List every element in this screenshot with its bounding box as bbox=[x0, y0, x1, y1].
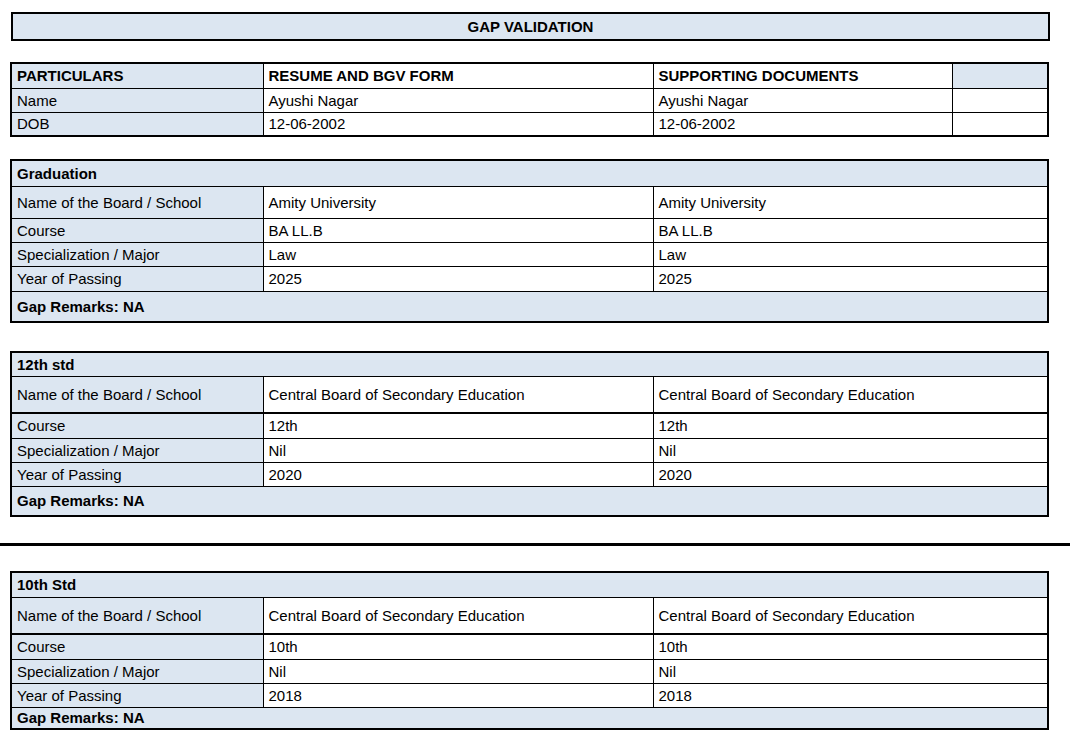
cell-specialization-supporting: Law bbox=[653, 242, 1048, 266]
cell-course-supporting: 12th bbox=[653, 413, 1048, 438]
cell-year-supporting: 2020 bbox=[653, 462, 1048, 486]
cell-empty bbox=[952, 88, 1048, 112]
cell-specialization-resume: Nil bbox=[263, 438, 653, 462]
cell-name-supporting: Ayushi Nagar bbox=[653, 88, 952, 112]
cell-label-year: Year of Passing bbox=[11, 266, 263, 291]
cell-label-dob: DOB bbox=[11, 112, 263, 136]
page-title: GAP VALIDATION bbox=[11, 12, 1050, 41]
gap-remarks-row: Gap Remarks: NA bbox=[11, 707, 1048, 729]
cell-dob-resume: 12-06-2002 bbox=[263, 112, 653, 136]
cell-label-year: Year of Passing bbox=[11, 683, 263, 707]
cell-year-resume: 2020 bbox=[263, 462, 653, 486]
table-row: Course 10th 10th bbox=[11, 634, 1048, 659]
table-row: Name of the Board / School Amity Univers… bbox=[11, 186, 1048, 218]
cell-board-resume: Central Board of Secondary Education bbox=[263, 597, 653, 634]
cell-year-supporting: 2025 bbox=[653, 266, 1048, 291]
cell-label-year: Year of Passing bbox=[11, 462, 263, 486]
cell-label-course: Course bbox=[11, 413, 263, 438]
cell-board-resume: Central Board of Secondary Education bbox=[263, 376, 653, 413]
gap-remarks-row: Gap Remarks: NA bbox=[11, 291, 1048, 322]
cell-specialization-resume: Nil bbox=[263, 659, 653, 683]
cell-dob-supporting: 12-06-2002 bbox=[653, 112, 952, 136]
table-row: Course BA LL.B BA LL.B bbox=[11, 218, 1048, 242]
cell-empty bbox=[952, 112, 1048, 136]
tenth-std-table: 10th Std Name of the Board / School Cent… bbox=[10, 571, 1049, 730]
section-title-graduation: Graduation bbox=[11, 160, 1048, 186]
table-row: Year of Passing 2018 2018 bbox=[11, 683, 1048, 707]
cell-board-supporting: Amity University bbox=[653, 186, 1048, 218]
cell-board-supporting: Central Board of Secondary Education bbox=[653, 597, 1048, 634]
cell-label-board-school: Name of the Board / School bbox=[11, 597, 263, 634]
cell-board-supporting: Central Board of Secondary Education bbox=[653, 376, 1048, 413]
cell-course-resume: 12th bbox=[263, 413, 653, 438]
cell-label-specialization: Specialization / Major bbox=[11, 659, 263, 683]
section-title-10th: 10th Std bbox=[11, 572, 1048, 597]
column-header-particulars: PARTICULARS bbox=[11, 63, 263, 88]
gap-remarks-row: Gap Remarks: NA bbox=[11, 486, 1048, 516]
cell-label-board-school: Name of the Board / School bbox=[11, 376, 263, 413]
table-row: Specialization / Major Nil Nil bbox=[11, 438, 1048, 462]
section-separator-line bbox=[0, 543, 1070, 546]
table-row: Name of the Board / School Central Board… bbox=[11, 597, 1048, 634]
section-title-12th: 12th std bbox=[11, 352, 1048, 376]
cell-specialization-supporting: Nil bbox=[653, 438, 1048, 462]
identity-header-row: PARTICULARS RESUME AND BGV FORM SUPPORTI… bbox=[11, 63, 1048, 88]
table-row: Year of Passing 2025 2025 bbox=[11, 266, 1048, 291]
cell-course-supporting: BA LL.B bbox=[653, 218, 1048, 242]
gap-validation-document: GAP VALIDATION PARTICULARS RESUME AND BG… bbox=[0, 0, 1070, 740]
cell-label-specialization: Specialization / Major bbox=[11, 438, 263, 462]
twelfth-std-table: 12th std Name of the Board / School Cent… bbox=[10, 351, 1049, 517]
cell-course-resume: 10th bbox=[263, 634, 653, 659]
cell-label-course: Course bbox=[11, 634, 263, 659]
cell-year-resume: 2025 bbox=[263, 266, 653, 291]
section-header-row: Graduation bbox=[11, 160, 1048, 186]
cell-label-course: Course bbox=[11, 218, 263, 242]
column-header-empty bbox=[952, 63, 1048, 88]
table-row: Name Ayushi Nagar Ayushi Nagar bbox=[11, 88, 1048, 112]
cell-year-supporting: 2018 bbox=[653, 683, 1048, 707]
table-row: Course 12th 12th bbox=[11, 413, 1048, 438]
column-header-supporting-docs: SUPPORTING DOCUMENTS bbox=[653, 63, 952, 88]
gap-remarks-10th: Gap Remarks: NA bbox=[11, 707, 1048, 729]
cell-name-resume: Ayushi Nagar bbox=[263, 88, 653, 112]
cell-specialization-supporting: Nil bbox=[653, 659, 1048, 683]
table-row: DOB 12-06-2002 12-06-2002 bbox=[11, 112, 1048, 136]
cell-label-board-school: Name of the Board / School bbox=[11, 186, 263, 218]
table-row: Specialization / Major Nil Nil bbox=[11, 659, 1048, 683]
cell-label-name: Name bbox=[11, 88, 263, 112]
table-row: Specialization / Major Law Law bbox=[11, 242, 1048, 266]
graduation-table: Graduation Name of the Board / School Am… bbox=[10, 159, 1049, 323]
column-header-resume-bgv: RESUME AND BGV FORM bbox=[263, 63, 653, 88]
table-row: Year of Passing 2020 2020 bbox=[11, 462, 1048, 486]
cell-specialization-resume: Law bbox=[263, 242, 653, 266]
cell-board-resume: Amity University bbox=[263, 186, 653, 218]
gap-remarks-12th: Gap Remarks: NA bbox=[11, 486, 1048, 516]
section-header-row: 12th std bbox=[11, 352, 1048, 376]
cell-label-specialization: Specialization / Major bbox=[11, 242, 263, 266]
cell-course-supporting: 10th bbox=[653, 634, 1048, 659]
gap-remarks-graduation: Gap Remarks: NA bbox=[11, 291, 1048, 322]
identity-table: PARTICULARS RESUME AND BGV FORM SUPPORTI… bbox=[10, 62, 1049, 137]
table-row: Name of the Board / School Central Board… bbox=[11, 376, 1048, 413]
cell-course-resume: BA LL.B bbox=[263, 218, 653, 242]
cell-year-resume: 2018 bbox=[263, 683, 653, 707]
section-header-row: 10th Std bbox=[11, 572, 1048, 597]
